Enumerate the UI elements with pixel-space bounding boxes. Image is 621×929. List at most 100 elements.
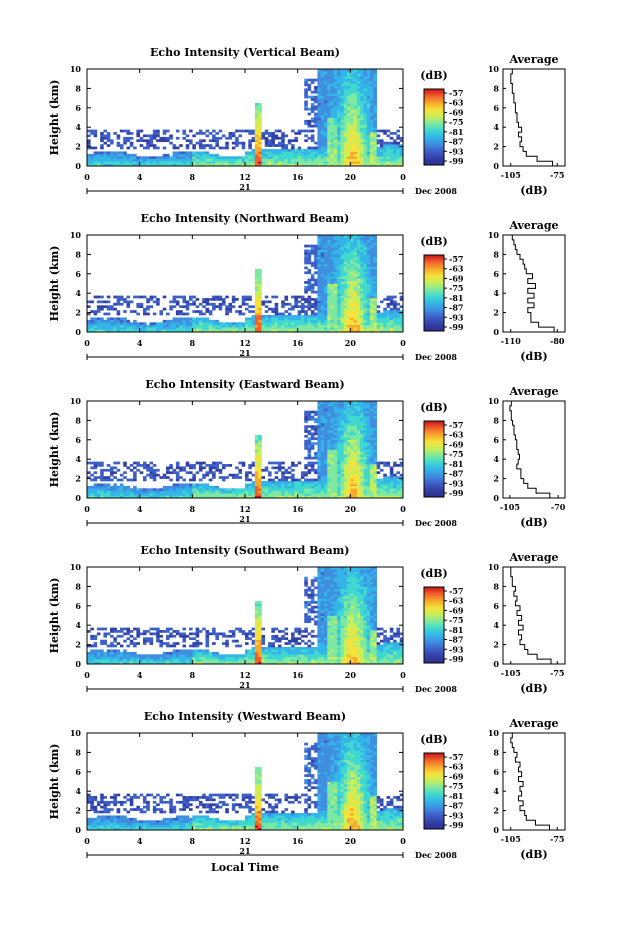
heatmap-cell	[340, 144, 345, 147]
heatmap-cell	[271, 466, 275, 470]
heatmap-cell	[110, 139, 114, 143]
heatmap-cell	[307, 285, 312, 289]
heatmap-cell	[356, 149, 361, 152]
heatmap-cell	[182, 322, 187, 326]
heatmap-cell	[245, 329, 249, 333]
heatmap-cell	[340, 90, 345, 94]
heatmap-cell	[277, 466, 282, 470]
heatmap-cell	[192, 473, 196, 477]
heatmap-cell	[356, 437, 361, 441]
heatmap-cell	[93, 661, 98, 665]
heatmap-cell	[254, 449, 259, 453]
heatmap-cell	[300, 327, 305, 330]
heatmap-cell	[268, 317, 272, 321]
heatmap-cell	[110, 490, 114, 494]
heatmap-cell	[189, 161, 193, 164]
heatmap-cell	[386, 490, 391, 494]
heatmap-cell	[337, 437, 341, 441]
heatmap-cell	[340, 420, 345, 424]
heatmap-cell	[202, 324, 206, 328]
heatmap-cell	[343, 451, 348, 455]
heatmap-cell	[139, 139, 144, 143]
heatmap-cell	[218, 468, 223, 472]
heatmap-cell	[123, 324, 127, 328]
heatmap-cell	[261, 158, 266, 162]
heatmap-cell	[363, 283, 368, 287]
heatmap-cell	[366, 439, 371, 443]
heatmap-cell	[330, 127, 335, 130]
heatmap-cell	[340, 312, 345, 316]
heatmap-cell	[294, 481, 298, 484]
heatmap-cell	[363, 117, 368, 121]
heatmap-cell	[245, 151, 249, 155]
heatmap-cell	[320, 307, 325, 311]
heatmap-cell	[241, 464, 246, 467]
heatmap-cell	[360, 73, 364, 77]
y-tick-label: 10	[70, 396, 82, 406]
heatmap-cell	[340, 281, 345, 284]
heatmap-cell	[261, 134, 266, 138]
heatmap-cell	[208, 139, 213, 143]
heatmap-cell	[215, 298, 219, 301]
heatmap-cell	[379, 322, 384, 326]
heatmap-cell	[268, 307, 272, 311]
heatmap-cell	[198, 132, 203, 135]
heatmap-cell	[333, 485, 338, 489]
heatmap-cell	[324, 410, 328, 414]
heatmap-cell	[350, 417, 354, 421]
heatmap-cell	[261, 483, 266, 487]
heatmap-cell	[166, 163, 170, 167]
heatmap-cell	[300, 471, 305, 475]
heatmap-cell	[245, 302, 249, 306]
heatmap-cell	[198, 310, 203, 313]
heatmap-cell	[379, 485, 384, 489]
heatmap-cell	[327, 283, 331, 287]
heatmap-cell	[113, 488, 117, 492]
heatmap-cell	[284, 485, 289, 489]
heatmap-cell	[182, 158, 187, 162]
heatmap-cell	[337, 327, 341, 330]
heatmap-cell	[350, 425, 354, 428]
heatmap-cell	[274, 134, 279, 138]
heatmap-cell	[274, 493, 279, 496]
heatmap-cell	[330, 471, 335, 475]
heatmap-cell	[343, 283, 348, 287]
heatmap-cell	[333, 478, 338, 482]
heatmap-cell	[156, 298, 160, 301]
heatmap-cell	[254, 466, 259, 470]
heatmap-cell	[324, 413, 328, 416]
heatmap-cell	[300, 319, 305, 323]
heatmap-cell	[277, 322, 282, 326]
heatmap-cell	[218, 476, 223, 479]
heatmap-cell	[393, 490, 397, 494]
heatmap-cell	[254, 158, 259, 162]
heatmap-cell	[393, 464, 397, 467]
heatmap-cell	[274, 315, 279, 318]
heatmap-cell	[106, 158, 111, 162]
heatmap-cell	[330, 422, 335, 426]
heatmap-cell	[205, 488, 210, 492]
heatmap-cell	[300, 305, 305, 309]
heatmap-cell	[235, 493, 239, 496]
heatmap-cell	[363, 319, 368, 323]
heatmap-cell	[287, 307, 292, 311]
heatmap-cell	[376, 471, 381, 475]
heatmap-cell	[93, 476, 98, 479]
heatmap-cell	[100, 144, 104, 147]
heatmap-cell	[185, 471, 190, 475]
heatmap-cell	[185, 158, 190, 162]
heatmap-cell	[393, 141, 397, 145]
heatmap-cell	[353, 149, 358, 152]
heatmap-cell	[96, 295, 101, 299]
heatmap-cell	[175, 310, 180, 313]
heatmap-cell	[90, 329, 94, 333]
profile-y-tick-label: 10	[488, 64, 500, 74]
heatmap-cell	[330, 444, 335, 448]
heatmap-cell	[100, 329, 104, 333]
x-tick-label: 20	[345, 172, 357, 182]
heatmap-cell	[327, 281, 331, 284]
heatmap-cell	[356, 329, 361, 333]
heatmap-cell	[254, 454, 259, 458]
heatmap-cell	[106, 661, 111, 665]
heatmap-cell	[310, 485, 315, 489]
